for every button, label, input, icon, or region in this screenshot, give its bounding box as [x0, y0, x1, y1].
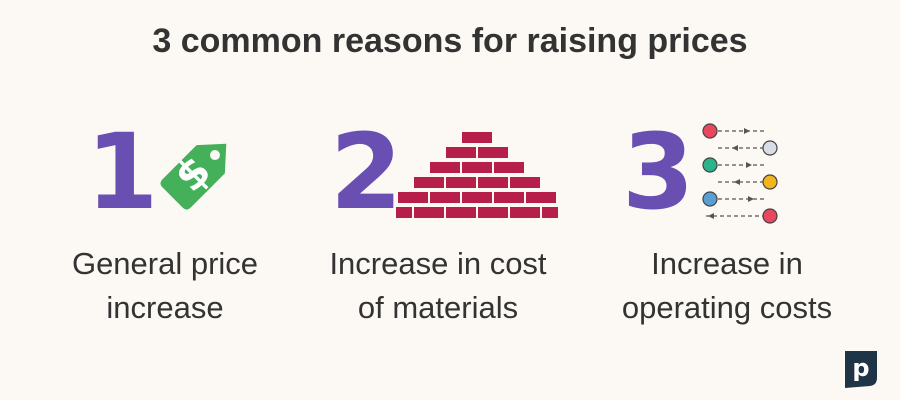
brick	[414, 177, 444, 188]
reason-label-3: Increase in operating costs	[597, 242, 857, 330]
brand-logo-letter: p	[852, 354, 869, 382]
brick-pyramid-icon	[396, 132, 558, 218]
brick	[414, 207, 444, 218]
reason-label-3-line1: Increase in	[651, 246, 803, 281]
brick	[478, 177, 508, 188]
page-title: 3 common reasons for raising prices	[152, 22, 748, 60]
reason-number-1: 1	[86, 111, 159, 233]
brick	[398, 192, 428, 203]
brick	[478, 207, 508, 218]
brick	[494, 192, 524, 203]
reason-label-1-line2: increase	[106, 290, 224, 325]
brick	[396, 207, 412, 218]
reason-label-3-line2: operating costs	[621, 290, 833, 325]
brick	[430, 192, 460, 203]
brand-logo-icon: p	[845, 351, 877, 388]
reason-number-3: 3	[622, 111, 695, 233]
brick	[446, 147, 476, 158]
brick	[446, 177, 476, 188]
reason-number-2: 2	[330, 111, 403, 233]
brick	[510, 207, 540, 218]
brick	[510, 177, 540, 188]
reason-label-2-line2: of materials	[357, 290, 519, 325]
brick	[542, 207, 558, 218]
brick	[526, 192, 556, 203]
brick	[462, 132, 492, 143]
process-flow-icon	[702, 123, 778, 224]
brick	[430, 162, 460, 173]
brick	[446, 207, 476, 218]
price-tag-dollar-icon: $	[160, 143, 227, 210]
reason-label-1: General price increase	[35, 242, 295, 330]
reason-label-2-line1: Increase in cost	[329, 246, 547, 281]
brick	[478, 147, 508, 158]
brick	[462, 162, 492, 173]
brick	[462, 192, 492, 203]
reason-label-1-line1: General price	[71, 246, 259, 281]
brick	[494, 162, 524, 173]
reason-label-2: Increase in cost of materials	[308, 242, 568, 330]
